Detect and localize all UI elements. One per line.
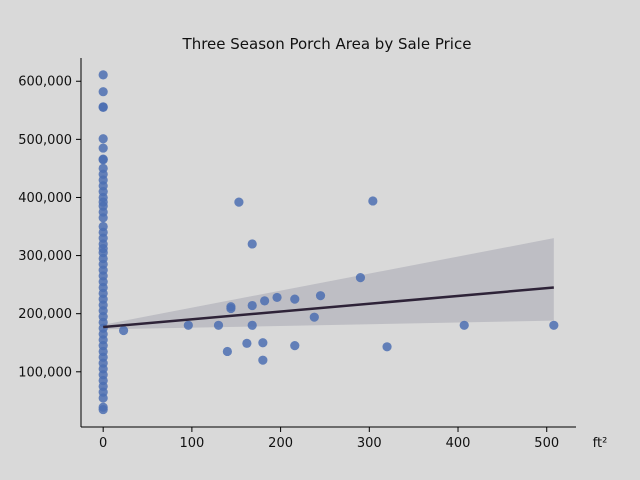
confidence-band-layer xyxy=(103,238,554,330)
y-tick-label: 300,000 xyxy=(18,249,72,264)
x-tick-label: 400 xyxy=(446,436,471,451)
x-axis-unit: ft² xyxy=(593,436,608,451)
axes-layer: 0 100 200 300 400 500 100,000 200,000 300,000 400… xyxy=(18,58,576,451)
data-point xyxy=(222,346,232,357)
y-tick-label: 100,000 xyxy=(18,365,72,380)
data-point xyxy=(368,196,378,206)
data-point xyxy=(98,213,108,223)
regression-line-layer xyxy=(103,286,554,329)
data-point xyxy=(118,325,129,336)
confidence-band xyxy=(103,238,554,330)
data-point xyxy=(315,291,326,301)
data-point xyxy=(98,87,108,97)
y-tick-label: 500,000 xyxy=(18,133,72,148)
data-point xyxy=(247,300,257,311)
data-point xyxy=(355,273,366,283)
data-point xyxy=(309,312,319,322)
data-point xyxy=(242,338,252,348)
data-point xyxy=(98,134,108,144)
data-point xyxy=(459,320,469,330)
x-tick-label: 500 xyxy=(534,436,559,451)
data-point xyxy=(226,303,236,314)
x-tick-label: 0 xyxy=(99,436,107,451)
y-tick-label: 600,000 xyxy=(18,75,72,90)
data-point xyxy=(290,341,300,351)
regression-line xyxy=(103,286,554,329)
data-point xyxy=(290,294,300,304)
data-point xyxy=(98,155,108,165)
data-point xyxy=(272,292,282,303)
data-point xyxy=(260,296,270,306)
data-point xyxy=(98,143,108,153)
data-point xyxy=(98,70,108,80)
y-tick-label: 400,000 xyxy=(18,191,72,206)
data-point xyxy=(98,393,108,403)
chart-title: Three Season Porch Area by Sale Price xyxy=(182,35,472,53)
x-tick-label: 300 xyxy=(357,436,382,451)
data-point xyxy=(183,320,193,330)
data-point xyxy=(382,342,392,352)
data-point xyxy=(234,197,244,207)
data-point xyxy=(98,102,108,112)
data-point xyxy=(247,320,257,330)
data-point xyxy=(258,355,268,365)
scatter-points-layer xyxy=(98,70,559,415)
data-point xyxy=(98,404,108,415)
y-tick-label: 200,000 xyxy=(18,307,72,322)
x-tick-label: 100 xyxy=(179,436,204,451)
data-point xyxy=(549,320,559,330)
data-point xyxy=(213,320,224,330)
x-tick-label: 200 xyxy=(268,436,293,451)
data-point xyxy=(258,338,268,348)
data-point xyxy=(247,239,257,249)
